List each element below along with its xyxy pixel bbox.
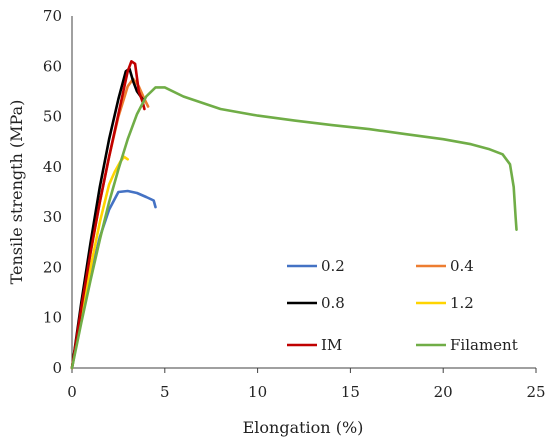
x-tick-label: 20 <box>434 383 453 401</box>
legend-label: 0.2 <box>321 257 345 275</box>
y-tick-label: 60 <box>43 57 62 75</box>
x-axis-label: Elongation (%) <box>243 418 364 437</box>
x-tick-label: 25 <box>526 383 545 401</box>
legend-label: IM <box>321 336 342 354</box>
y-axis-label: Tensile strength (MPa) <box>7 100 26 285</box>
legend: 0.2 0.4 0.8 1.2 IM Filament <box>287 257 518 354</box>
y-tick-label: 30 <box>43 208 62 226</box>
series-line-im <box>70 60 146 370</box>
legend-label: 0.4 <box>450 257 474 275</box>
x-tick-label: 0 <box>67 383 77 401</box>
legend-label: 1.2 <box>450 294 474 312</box>
y-axis-ticks: 0 10 20 30 40 50 60 70 <box>43 7 62 377</box>
y-tick-label: 10 <box>43 309 62 327</box>
legend-label: 0.8 <box>321 294 345 312</box>
x-axis-ticks: 0 5 10 15 20 25 <box>67 368 546 401</box>
legend-label: Filament <box>450 336 518 354</box>
y-tick-label: 70 <box>43 7 62 25</box>
x-tick-label: 5 <box>160 383 170 401</box>
y-tick-label: 50 <box>43 108 62 126</box>
y-tick-label: 40 <box>43 158 62 176</box>
series-line-filament <box>70 86 518 370</box>
series-lines <box>70 60 518 370</box>
series-line-0.8 <box>70 67 144 370</box>
y-tick-label: 20 <box>43 258 62 276</box>
x-tick-label: 10 <box>248 383 267 401</box>
series-line-0.4 <box>70 77 150 370</box>
y-tick-label: 0 <box>52 359 62 377</box>
x-tick-label: 15 <box>341 383 360 401</box>
